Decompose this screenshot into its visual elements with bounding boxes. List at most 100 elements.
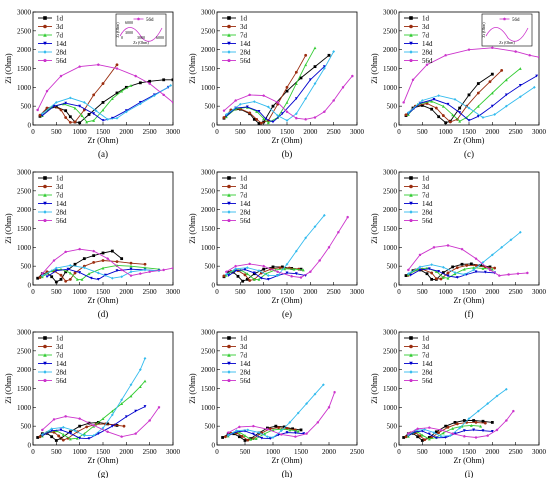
x-axis-label: Zr (Ohm)	[272, 136, 303, 145]
series-line-28d	[408, 86, 535, 118]
data-point-7d	[504, 78, 508, 82]
x-tick-label: 500	[417, 448, 428, 456]
data-point-1d	[427, 436, 431, 439]
data-point-1d	[59, 277, 63, 281]
data-point-28d	[288, 421, 292, 424]
data-point-56d	[134, 74, 137, 78]
data-point-28d	[224, 273, 228, 276]
legend-entry: 3d	[422, 343, 430, 351]
x-tick-label: 3000	[166, 288, 181, 296]
data-point-7d	[101, 108, 105, 112]
x-tick-label: 500	[235, 128, 246, 136]
y-axis-label: Zi (Ohm)	[4, 373, 13, 404]
panel-a: 0 500 1000 1500 2000 2500 30000500100015002000…	[4, 9, 181, 160]
data-point-28d	[50, 427, 54, 431]
data-point-14d	[40, 114, 44, 117]
series-line-3d	[39, 64, 118, 123]
y-tick-label: 2000	[17, 206, 32, 214]
data-point-1d	[148, 79, 152, 83]
data-point-7d	[143, 266, 147, 270]
data-point-1d	[437, 115, 441, 119]
legend-entry: 56d	[240, 57, 251, 65]
y-axis-label: Zi (Ohm)	[4, 53, 13, 84]
y-axis-label: Zi (Ohm)	[188, 213, 197, 244]
data-point-1d	[479, 264, 483, 267]
series-line-7d	[407, 68, 521, 122]
data-point-7d	[120, 402, 124, 405]
series-group	[36, 356, 161, 442]
x-tick-label: 1500	[96, 128, 111, 136]
y-tick-label: 0	[28, 122, 32, 130]
data-point-3d	[240, 434, 244, 438]
x-tick-label: 2500	[350, 448, 365, 456]
x-tick-label: 0	[31, 288, 35, 296]
data-point-28d	[437, 94, 441, 98]
y-tick-label: 1000	[17, 244, 32, 252]
data-point-7d	[120, 89, 124, 93]
data-point-3d	[474, 421, 478, 424]
data-point-28d	[94, 109, 98, 113]
y-tick-label: 3000	[17, 169, 32, 177]
data-point-14d	[483, 270, 487, 274]
data-point-14d	[294, 431, 297, 435]
data-point-1d	[36, 276, 40, 280]
data-point-28d	[481, 116, 485, 119]
data-point-56d	[507, 273, 510, 276]
data-point-56d	[474, 257, 478, 260]
data-point-56d	[36, 108, 39, 112]
data-point-1d	[299, 267, 303, 271]
inset-y-label: Zi (Ohm)	[115, 22, 120, 38]
data-point-1d	[257, 122, 261, 125]
series-line-28d	[408, 231, 521, 275]
inset-y-label: Zi (Ohm)	[481, 22, 486, 38]
data-point-28d	[481, 261, 485, 264]
data-point-56d	[248, 262, 251, 265]
series-line-56d	[41, 248, 173, 277]
data-point-28d	[493, 113, 497, 116]
x-axis-label: Zr (Ohm)	[272, 456, 303, 465]
data-point-56d	[495, 428, 499, 432]
y-axis-label: Zi (Ohm)	[370, 373, 379, 404]
data-point-7d	[266, 121, 270, 125]
y-tick-label: 1500	[383, 65, 398, 73]
data-point-3d	[285, 85, 289, 89]
data-point-56d	[411, 78, 415, 81]
data-point-28d	[296, 411, 300, 415]
data-point-3d	[68, 277, 72, 281]
data-point-3d	[483, 421, 487, 425]
x-tick-label: 0	[215, 128, 219, 136]
data-point-3d	[143, 262, 147, 266]
data-point-28d	[500, 245, 504, 249]
legend-entry: 1d	[240, 175, 248, 183]
data-point-7d	[87, 272, 91, 276]
panel-e: 0 500 1000 1500 2000 2500 3000 0 500 1000 1500 2000…	[188, 169, 365, 320]
data-point-14d	[434, 436, 438, 440]
data-point-14d	[234, 269, 238, 273]
data-point-3d	[52, 430, 56, 434]
legend-entry: 7d	[56, 32, 64, 40]
data-point-28d	[82, 101, 86, 104]
data-point-28d	[266, 105, 270, 109]
x-tick-label: 500	[240, 448, 251, 456]
data-point-56d	[262, 94, 265, 97]
data-point-56d	[488, 268, 492, 272]
data-point-14d	[87, 437, 91, 440]
data-point-7d	[469, 424, 473, 427]
data-point-3d	[101, 259, 105, 262]
data-point-7d	[472, 266, 476, 270]
legend-marker-28d	[227, 210, 231, 214]
data-point-3d	[73, 120, 77, 124]
legend-entry: 1d	[240, 15, 248, 23]
legend-entry: 3d	[56, 23, 64, 31]
x-tick-label: 2500	[509, 128, 524, 136]
y-axis-label: Zi (Ohm)	[4, 213, 13, 244]
data-point-14d	[110, 116, 114, 120]
data-point-56d	[115, 67, 119, 70]
x-tick-label: 2500	[327, 128, 342, 136]
data-point-3d	[404, 435, 408, 439]
series-line-56d	[223, 75, 353, 120]
data-point-56d	[463, 434, 466, 438]
data-point-14d	[78, 271, 82, 274]
data-point-28d	[304, 236, 308, 240]
x-tick-label: 1500	[462, 128, 477, 136]
